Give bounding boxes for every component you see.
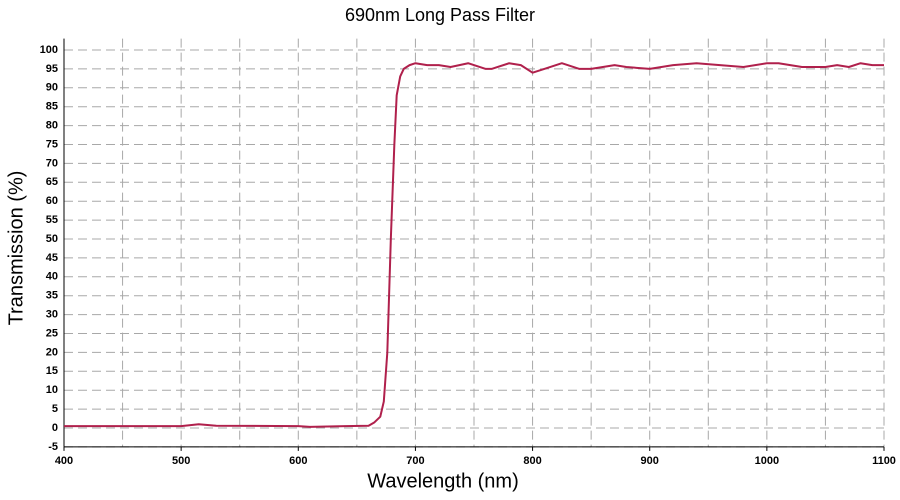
x-axis-title: Wavelength (nm) xyxy=(367,470,519,492)
chart-title: 690nm Long Pass Filter xyxy=(345,5,535,25)
x-tick-label: 500 xyxy=(172,455,190,467)
x-tick-label: 600 xyxy=(289,455,307,467)
y-tick-label: 10 xyxy=(46,384,58,396)
y-tick-label: 20 xyxy=(46,346,58,358)
data-line xyxy=(64,62,884,428)
y-tick-label: 100 xyxy=(40,44,58,56)
y-tick-label: 5 xyxy=(52,403,58,415)
y-tick-label: 40 xyxy=(46,271,58,283)
x-tick-label: 1000 xyxy=(755,455,779,467)
y-tick-label: 55 xyxy=(46,214,58,226)
y-tick-label: 95 xyxy=(46,63,58,75)
y-tick-label: 30 xyxy=(46,309,58,321)
y-tick-label: 65 xyxy=(46,176,58,188)
y-tick-label: 0 xyxy=(52,422,58,434)
y-tick-label: 35 xyxy=(46,290,58,302)
y-tick-label: 90 xyxy=(46,82,58,94)
y-tick-label: 15 xyxy=(46,365,58,377)
y-axis-title: Transmission (%) xyxy=(5,171,27,326)
y-tick-label: 85 xyxy=(46,101,58,113)
y-tick-label: 75 xyxy=(46,138,58,150)
x-tick-label: 400 xyxy=(55,455,73,467)
x-tick-label: 1100 xyxy=(872,455,896,467)
y-tick-label: -5 xyxy=(48,441,58,453)
x-tick-label: 800 xyxy=(523,455,541,467)
y-tick-label: 70 xyxy=(46,157,58,169)
y-tick-label: 80 xyxy=(46,120,58,132)
y-tick-label: 45 xyxy=(46,252,58,264)
y-tick-label: 50 xyxy=(46,233,58,245)
x-tick-label: 900 xyxy=(641,455,659,467)
y-tick-label: 60 xyxy=(46,195,58,207)
x-tick-label: 700 xyxy=(406,455,424,467)
y-tick-label: 25 xyxy=(46,327,58,339)
